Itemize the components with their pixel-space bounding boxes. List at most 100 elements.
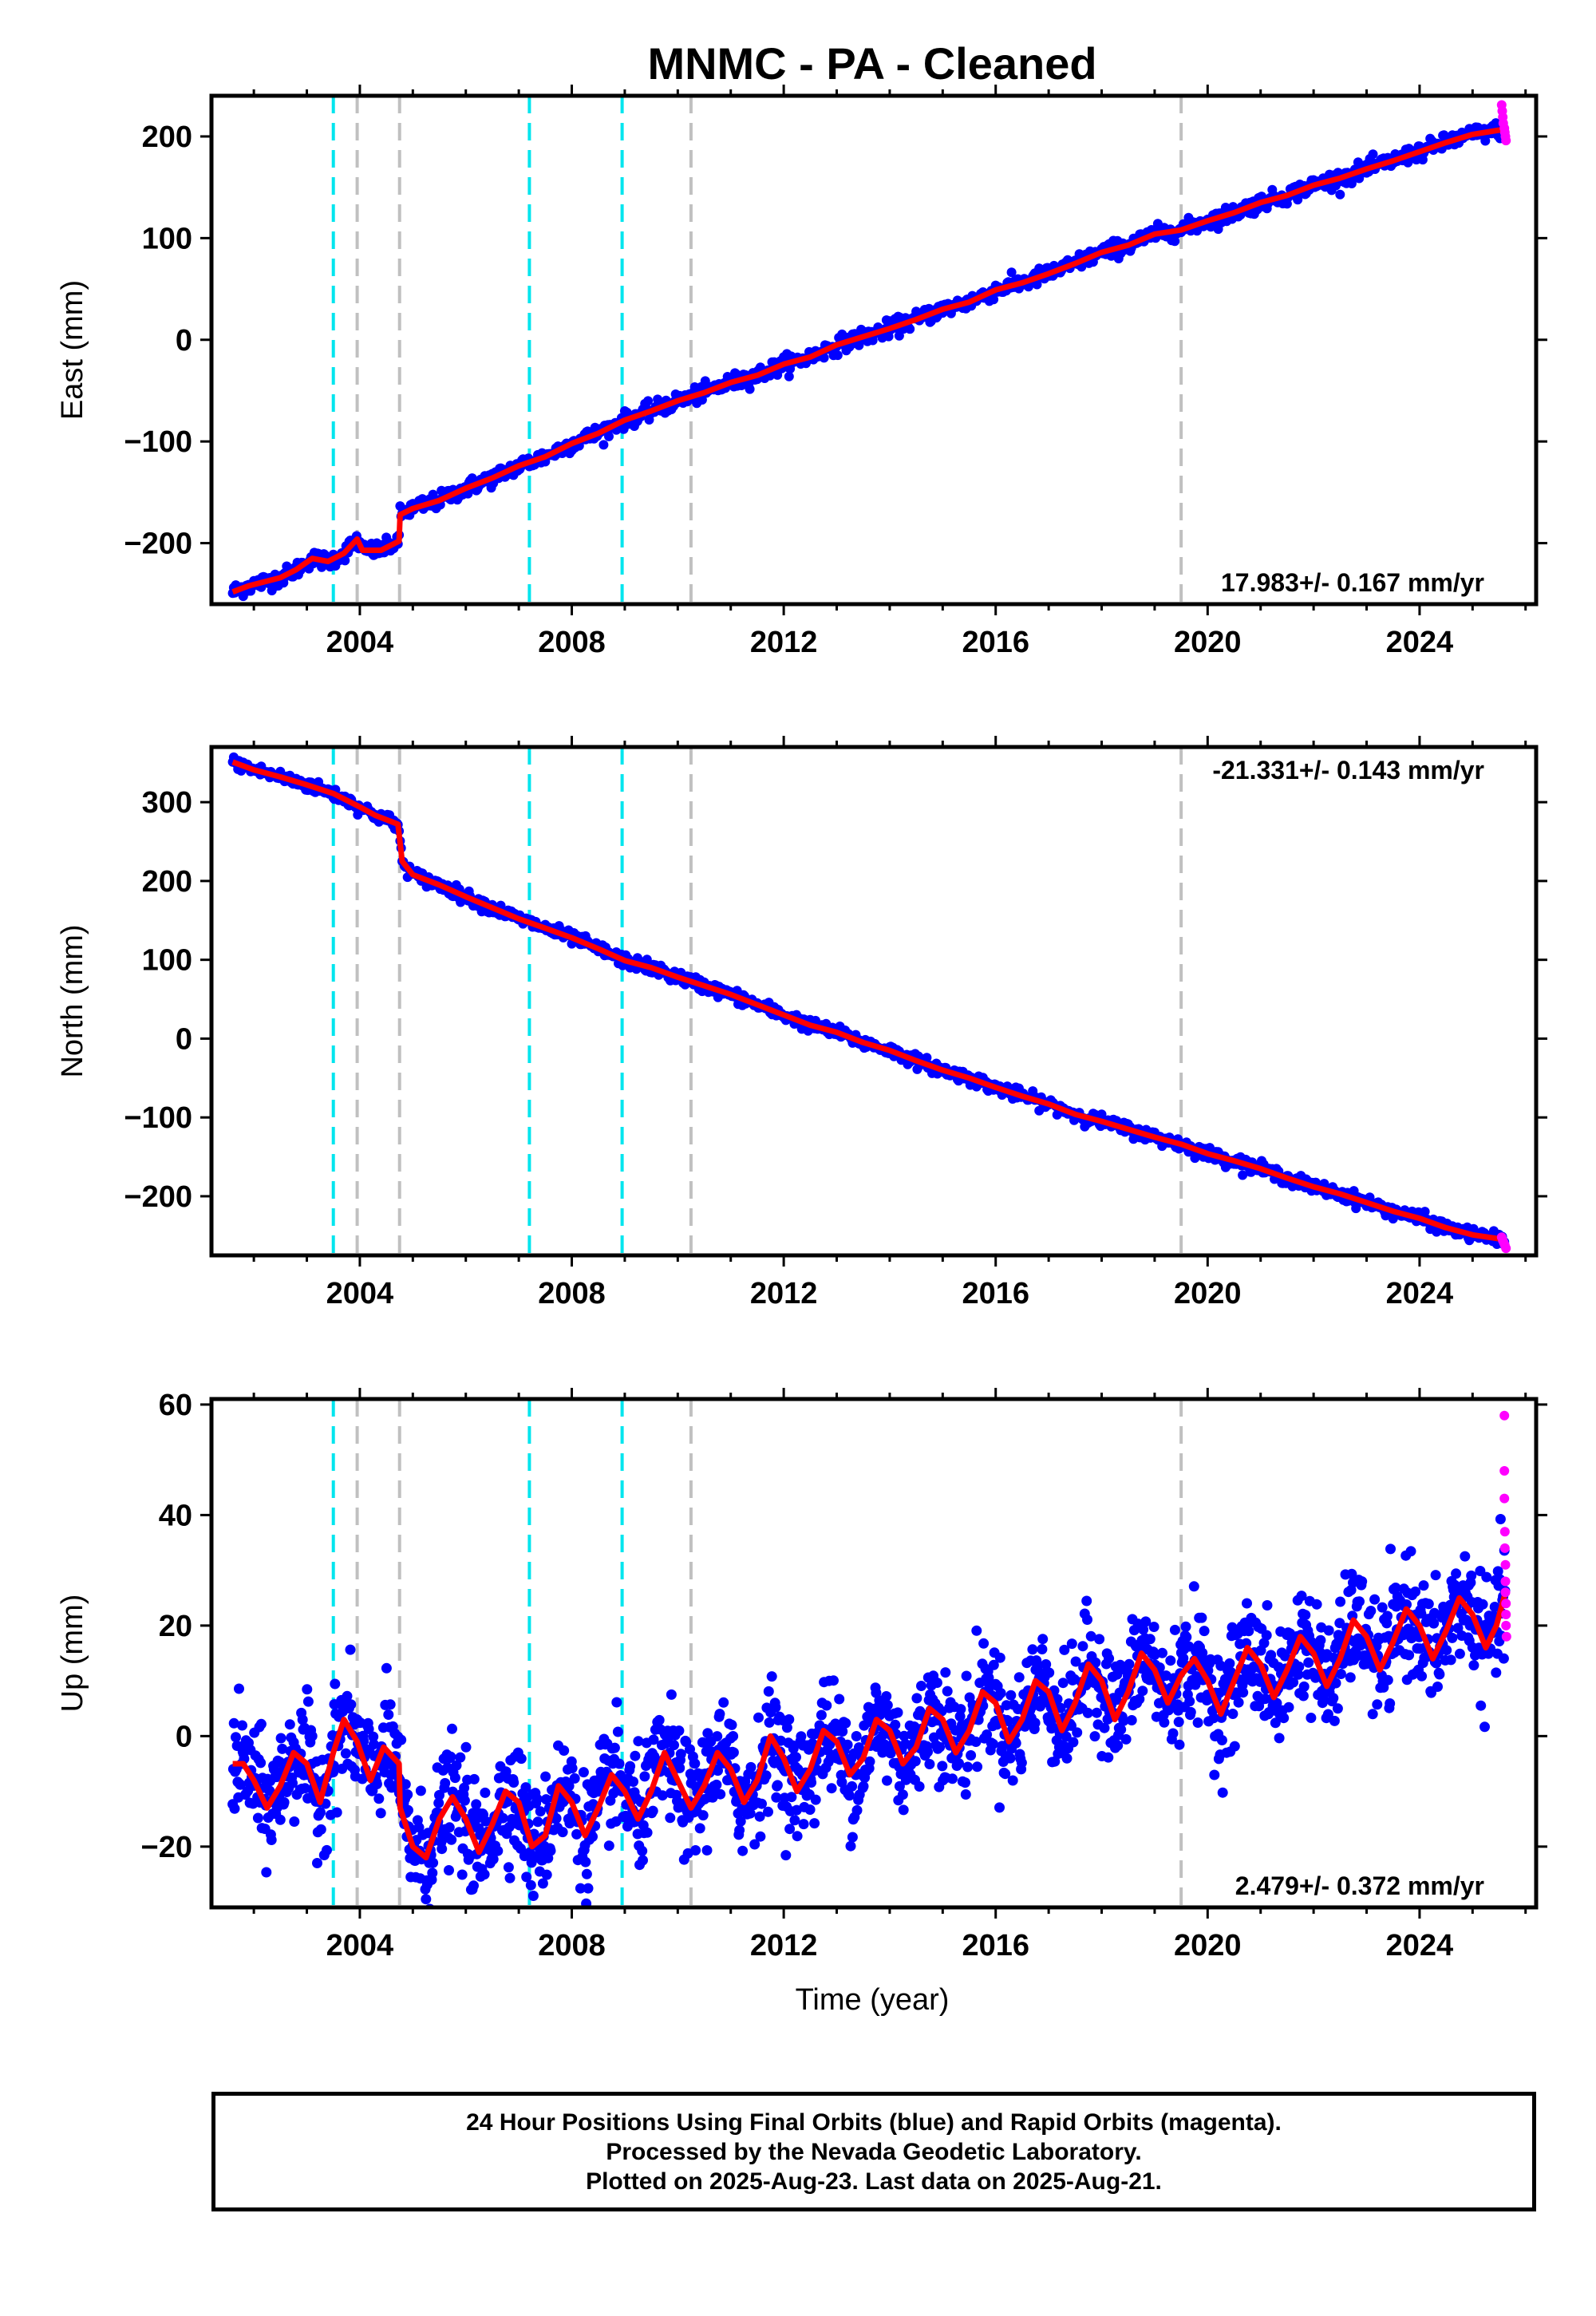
final-orbit-point (446, 1834, 457, 1845)
final-orbit-point (760, 1770, 772, 1781)
final-orbit-point (1029, 1717, 1041, 1729)
north-plot-area (227, 747, 1511, 1255)
final-orbit-point (302, 1684, 313, 1695)
final-orbit-point (315, 1824, 326, 1835)
north-rate-label: -21.331+/- 0.143 mm/yr (1212, 756, 1484, 785)
final-orbit-point (375, 1808, 386, 1819)
final-orbit-point (275, 1814, 286, 1825)
final-orbit-point (567, 1763, 578, 1774)
final-orbit-point (784, 1714, 795, 1725)
y-tick-label: 100 (142, 222, 192, 255)
rapid-orbit-point (1499, 1543, 1510, 1553)
north-y-axis-label: North (mm) (56, 924, 89, 1077)
final-orbit-point (1005, 1753, 1016, 1764)
final-orbit-point (1000, 1769, 1011, 1780)
final-orbit-point (1468, 1660, 1479, 1671)
final-orbit-point (1385, 1698, 1396, 1709)
final-orbit-point (1070, 1656, 1081, 1667)
final-orbit-point (525, 1879, 536, 1891)
rapid-orbit-point (1500, 1587, 1511, 1598)
y-tick-label: 40 (159, 1499, 192, 1532)
final-orbit-point (789, 1815, 800, 1826)
final-orbit-point (837, 1726, 848, 1737)
final-orbit-point (1144, 1634, 1156, 1645)
final-orbit-point (1059, 1644, 1070, 1655)
final-orbit-point (531, 1793, 543, 1804)
x-tick-label: 2020 (1174, 626, 1242, 659)
x-tick-label: 2016 (962, 626, 1029, 659)
final-orbit-point (471, 1799, 482, 1810)
final-orbit-point (960, 1789, 971, 1800)
final-orbit-point (1310, 1672, 1321, 1683)
final-orbit-point (1165, 1655, 1176, 1666)
final-orbit-point (460, 1741, 472, 1753)
footer-box: 24 Hour Positions Using Final Orbits (bl… (211, 2092, 1536, 2211)
final-orbit-point (937, 1761, 948, 1772)
final-orbit-point (400, 1779, 411, 1790)
final-orbit-point (1007, 1775, 1018, 1786)
final-orbit-point (480, 1787, 491, 1798)
final-orbit-point (583, 1883, 594, 1894)
final-orbit-point (545, 1845, 556, 1856)
final-orbit-point (675, 1749, 686, 1760)
final-orbit-point (824, 1739, 836, 1750)
east-rate-label: 17.983+/- 0.167 mm/yr (1221, 568, 1484, 597)
final-orbit-point (1118, 1715, 1129, 1726)
final-orbit-point (666, 1689, 677, 1700)
final-orbit-point (1279, 1650, 1290, 1662)
final-orbit-point (284, 1719, 295, 1730)
final-orbit-point (1103, 1752, 1114, 1763)
final-orbit-point (1003, 1716, 1014, 1727)
final-orbit-point (1278, 1713, 1290, 1724)
x-tick-label: 2004 (326, 626, 394, 659)
final-orbit-point (1072, 1727, 1083, 1738)
final-orbit-point (1298, 1690, 1309, 1701)
final-orbit-point (302, 1696, 314, 1707)
final-orbit-point (340, 1748, 351, 1759)
final-orbit-point (711, 1779, 722, 1790)
final-orbit-point (1300, 1610, 1311, 1621)
rapid-orbit-point (1499, 1410, 1510, 1421)
final-orbit-point (1173, 1717, 1184, 1728)
north-panel: 2004 2008 2012 2016 2020 2024 −200 −100 0 100 200 3… (56, 736, 1547, 1310)
final-orbit-point (1354, 1596, 1365, 1607)
final-orbit-point (954, 1758, 964, 1769)
final-orbit-point (1140, 1616, 1152, 1627)
east-panel: 2004 2008 2012 2016 2020 2024 −200 −100 0 100 200 E… (56, 85, 1547, 659)
final-orbit-point (449, 1773, 460, 1784)
final-orbit-point (1224, 1658, 1235, 1669)
final-orbit-point (1266, 1650, 1277, 1661)
final-orbit-point (1192, 1717, 1203, 1728)
up-plot-area (227, 1399, 1511, 1907)
final-orbit-point (654, 1714, 665, 1725)
final-orbit-point (434, 1789, 444, 1800)
final-orbit-point (287, 1777, 298, 1788)
final-orbit-point (1138, 1624, 1149, 1635)
final-orbit-point (702, 1728, 713, 1739)
final-orbit-point (1082, 1614, 1092, 1625)
final-orbit-point (559, 1745, 570, 1756)
chart-title: MNMC - PA - Cleaned (647, 38, 1096, 89)
final-orbit-point (916, 1681, 926, 1691)
final-orbit-point (1270, 1717, 1281, 1729)
final-orbit-point (541, 1869, 552, 1880)
final-orbit-point (1082, 1707, 1093, 1718)
east-frame (209, 93, 1539, 607)
final-orbit-point (894, 1780, 905, 1792)
final-orbit-point (1492, 1566, 1503, 1577)
final-orbit-point (961, 1670, 972, 1682)
final-orbit-point (858, 1780, 869, 1792)
final-orbit-point (569, 1773, 580, 1784)
final-orbit-point (322, 1844, 332, 1856)
final-orbit-point (847, 1832, 858, 1843)
final-orbit-point (1311, 1599, 1322, 1610)
final-orbit-point (598, 440, 609, 450)
final-orbit-point (638, 1855, 648, 1866)
final-orbit-point (1016, 1757, 1027, 1769)
final-orbit-point (229, 1803, 240, 1814)
final-orbit-point (1429, 1607, 1440, 1618)
y-tick-label: 100 (142, 944, 192, 978)
north-rapid-orbit-points (1496, 1232, 1511, 1254)
final-orbit-point (235, 1779, 246, 1790)
footer-line-3: Plotted on 2025-Aug-23. Last data on 202… (586, 2168, 1162, 2195)
